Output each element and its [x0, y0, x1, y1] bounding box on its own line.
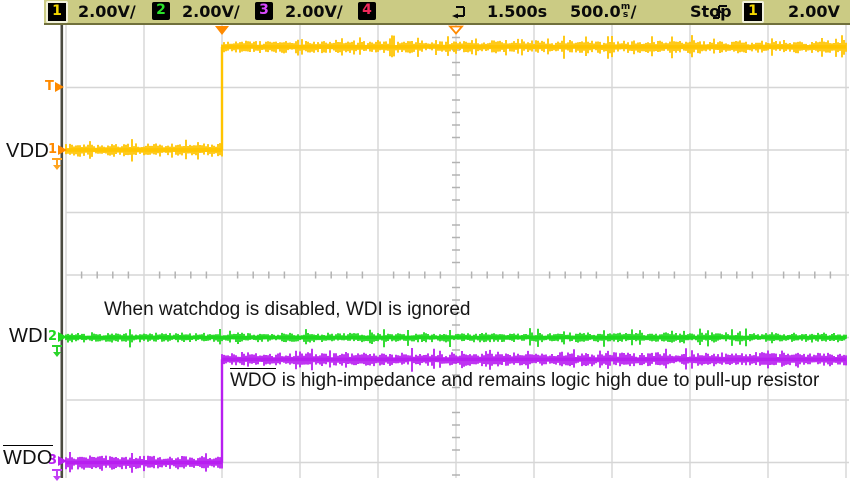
- signal-label-wdo: WDO: [3, 445, 53, 469]
- channel-4-badge: 4: [358, 2, 376, 20]
- trigger-level-arrow-icon: [54, 81, 64, 92]
- channel-2-marker-arrow-icon: [58, 331, 68, 342]
- channel-1-badge: 1: [46, 1, 68, 23]
- trigger-level-marker-label: T: [45, 79, 54, 94]
- channel-1-ground-marker: 1: [48, 142, 68, 157]
- channel-3-badge: 3: [255, 2, 273, 20]
- trigger-time-marker-icon: [215, 26, 229, 35]
- trigger-level-marker: T: [45, 80, 64, 93]
- delay-time-icon: [452, 6, 465, 19]
- timebase-value: 500.0: [570, 2, 621, 21]
- channel-1-marker-arrow-icon: [58, 144, 68, 155]
- trigger-source-badge: 1: [742, 1, 764, 23]
- timebase-slash: /: [630, 2, 637, 21]
- time-reference-marker-icon: [448, 25, 464, 35]
- trigger-level-value: 2.00V: [788, 2, 840, 21]
- annotation-wdi-ignored: When watchdog is disabled, WDI is ignore…: [104, 299, 471, 320]
- channel-1-marker-label: 1: [48, 142, 58, 157]
- channel-3-ground-icon: [52, 469, 62, 481]
- trigger-edge-icon: [713, 5, 727, 19]
- channel-3-scale: 2.00V/: [285, 2, 343, 21]
- channel-1-ground-icon: [52, 158, 62, 170]
- channel-2-scale: 2.00V/: [182, 2, 240, 21]
- signal-label-wdi: WDI: [9, 325, 49, 347]
- channel-1-scale: 2.00V/: [78, 2, 136, 21]
- annotation-wdo-pullup: WDO is high-impedance and remains logic …: [230, 368, 820, 391]
- channel-3-marker-label: 3: [48, 453, 58, 468]
- channel-3-ground-marker: 3: [48, 453, 68, 468]
- waveform-display: [60, 25, 849, 478]
- channel-3-marker-arrow-icon: [58, 455, 68, 466]
- delay-time-value: 1.500s: [487, 2, 548, 21]
- channel-2-ground-marker: 2: [48, 329, 68, 344]
- channel-2-marker-label: 2: [48, 329, 58, 344]
- timebase-readout: 500.0 m s /: [570, 2, 636, 21]
- signal-label-vdd: VDD: [6, 140, 50, 162]
- scope-status-bar: 1 2.00V/ 2 2.00V/ 3 2.00V/ 4 1.500s 500.…: [44, 0, 850, 25]
- channel-2-ground-icon: [52, 345, 62, 357]
- channel-2-badge: 2: [152, 2, 170, 20]
